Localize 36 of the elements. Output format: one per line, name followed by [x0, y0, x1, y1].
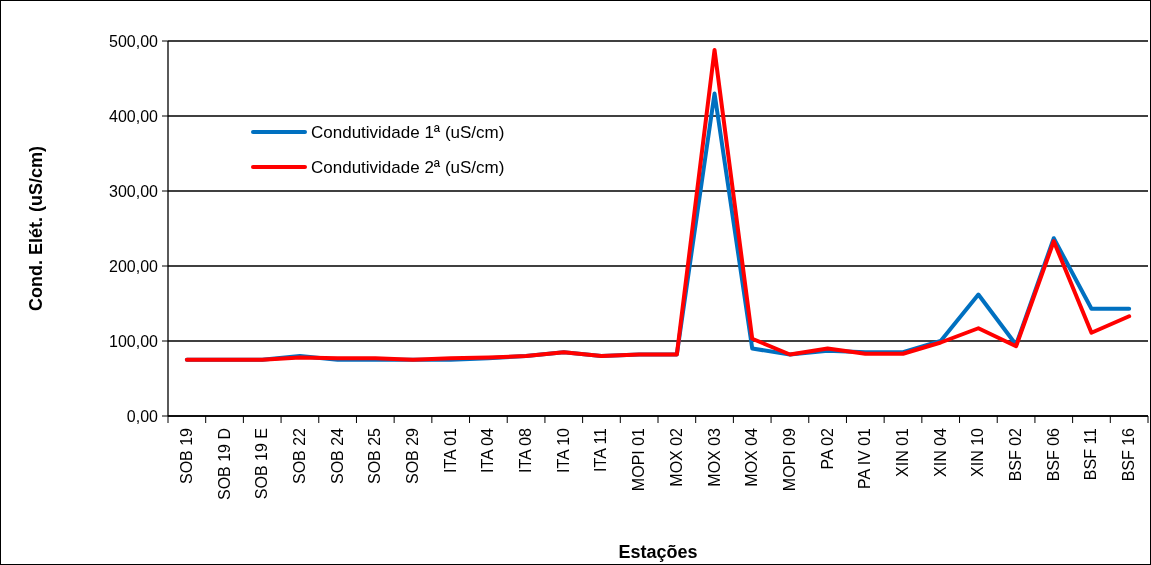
x-tick-label: MOX 03: [705, 427, 723, 487]
x-tick-label: BSF 02: [1007, 427, 1025, 482]
x-tick-label: SOB 19: [177, 427, 195, 485]
x-tick-label: PA IV 01: [856, 427, 874, 490]
x-tick-label: SOB 19 D: [215, 428, 233, 501]
y-tick-label: 400,00: [109, 107, 159, 125]
x-tick-label: SOB 24: [328, 427, 346, 485]
legend-label: Condutividade 2ª (uS/cm): [311, 157, 505, 177]
x-tick-label: BSF 11: [1082, 427, 1100, 481]
x-tick-label: MOX 02: [667, 427, 685, 487]
x-tick-label: ITA 08: [517, 427, 535, 474]
y-tick-label: 300,00: [109, 182, 159, 200]
y-tick-label: 0,00: [126, 407, 159, 425]
x-axis-title: Estações: [618, 542, 698, 562]
x-tick-label: ITA 04: [479, 427, 497, 474]
y-tick-label: 200,00: [109, 257, 159, 275]
x-tick-label: BSF 06: [1044, 427, 1062, 482]
x-tick-label: XIN 10: [969, 427, 987, 477]
x-tick-label: MOPI 01: [630, 427, 648, 492]
x-tick-label: PA 02: [818, 427, 836, 470]
y-tick-label: 100,00: [109, 332, 159, 350]
legend-label: Condutividade 1ª (uS/cm): [311, 122, 505, 142]
x-tick-label: ITA 01: [441, 427, 459, 474]
x-tick-label: XIN 04: [931, 427, 949, 477]
x-tick-label: SOB 25: [366, 427, 384, 485]
y-axis-title: Cond. Elét. (uS/cm): [26, 145, 46, 312]
x-tick-label: SOB 19 E: [253, 428, 271, 500]
x-tick-label: ITA 11: [592, 427, 610, 472]
x-tick-label: MOX 04: [743, 427, 761, 487]
x-tick-label: MOPI 09: [780, 427, 798, 492]
x-tick-label: ITA 10: [554, 427, 572, 474]
x-tick-label: SOB 29: [404, 427, 421, 485]
y-tick-label: 500,00: [109, 32, 159, 50]
x-tick-label: XIN 01: [894, 427, 911, 477]
x-tick-label: SOB 22: [290, 427, 308, 485]
x-tick-label: BSF 16: [1120, 427, 1138, 482]
